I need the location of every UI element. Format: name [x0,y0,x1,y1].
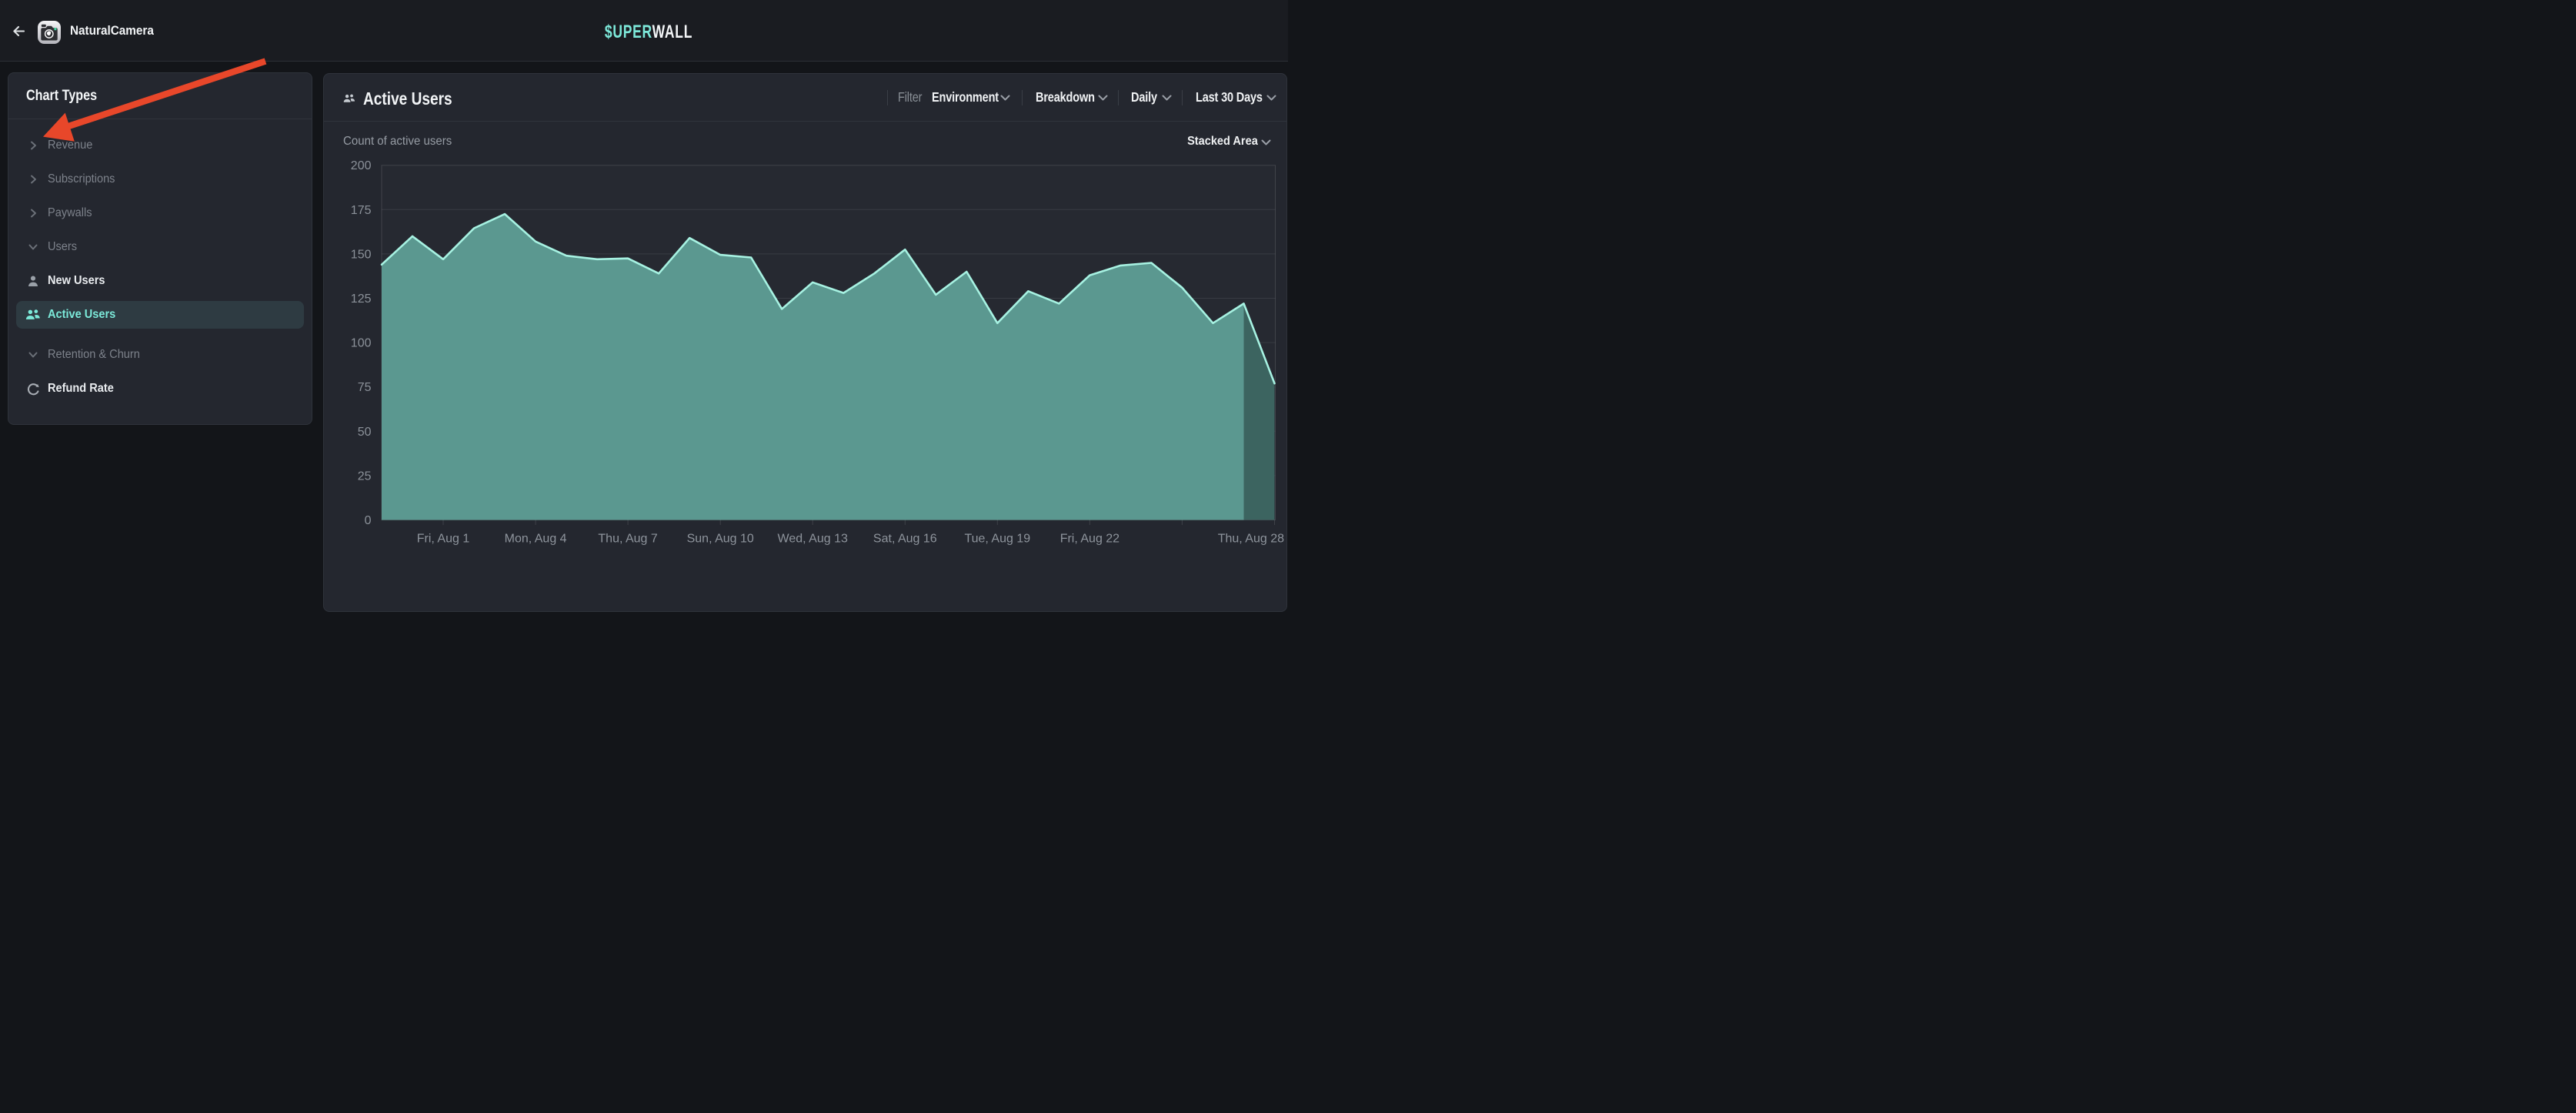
svg-text:200: 200 [351,159,372,172]
svg-text:Wed, Aug 13: Wed, Aug 13 [778,532,848,545]
svg-text:75: 75 [358,381,372,394]
svg-text:25: 25 [358,470,372,483]
svg-text:50: 50 [358,425,372,438]
svg-text:100: 100 [351,336,372,349]
svg-text:Fri, Aug 1: Fri, Aug 1 [417,532,470,545]
svg-text:175: 175 [351,203,372,216]
svg-text:Tue, Aug 19: Tue, Aug 19 [964,532,1030,545]
svg-text:125: 125 [351,292,372,306]
svg-text:150: 150 [351,248,372,261]
svg-text:0: 0 [365,514,372,527]
svg-text:Thu, Aug 7: Thu, Aug 7 [598,532,657,545]
svg-text:Sat, Aug 16: Sat, Aug 16 [873,532,937,545]
svg-text:Fri, Aug 22: Fri, Aug 22 [1060,532,1119,545]
svg-text:Sun, Aug 10: Sun, Aug 10 [687,532,754,545]
svg-text:Thu, Aug 28: Thu, Aug 28 [1218,532,1284,545]
svg-text:Mon, Aug 4: Mon, Aug 4 [505,532,567,545]
